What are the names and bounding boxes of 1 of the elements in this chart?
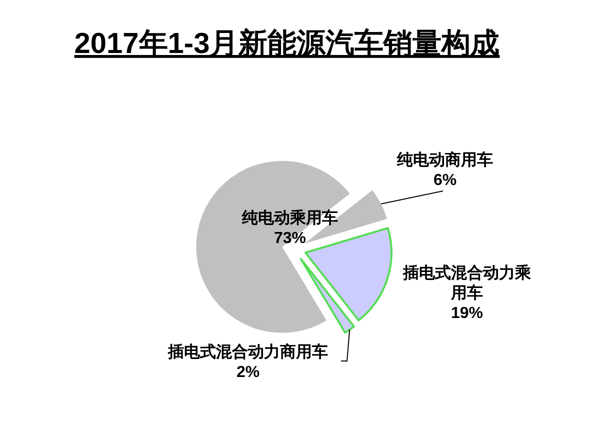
title: 2017年1-3月新能源汽车销量构成 [74,28,500,60]
